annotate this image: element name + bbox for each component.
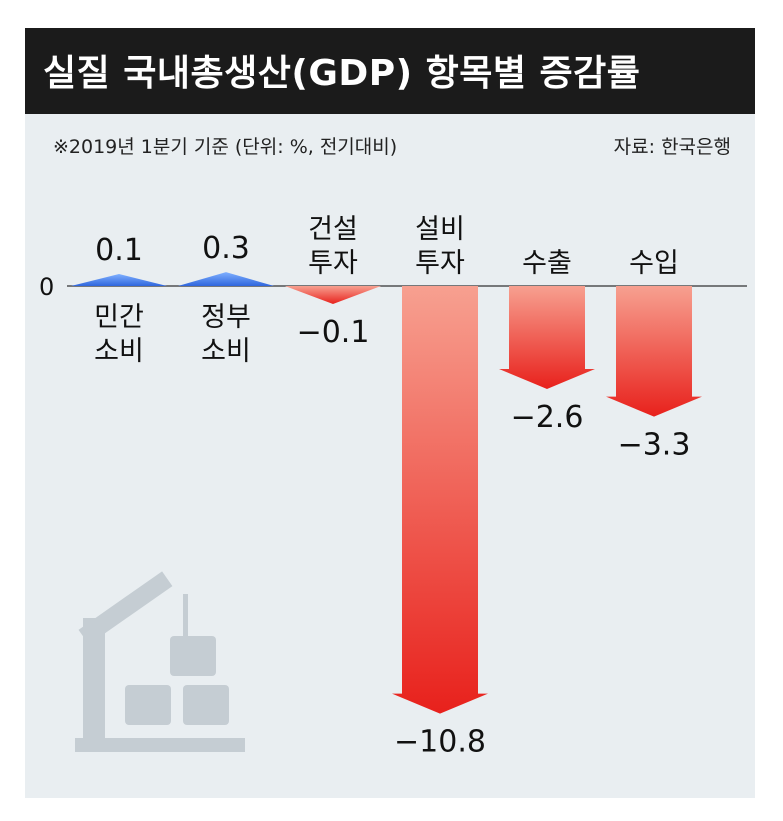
chart-title: 실질 국내총생산(GDP) 항목별 증감률 <box>43 53 641 94</box>
category-label: 투자 <box>308 248 358 279</box>
value-label: 0.3 <box>202 231 250 266</box>
value-label: −10.8 <box>394 725 486 760</box>
bar-down-arrow <box>392 286 488 714</box>
zero-tick-label: 0 <box>39 273 54 301</box>
title-bar: 실질 국내총생산(GDP) 항목별 증감률 <box>25 28 755 114</box>
bar-down-arrow <box>285 286 381 304</box>
category-label: 설비 <box>415 214 465 245</box>
value-label: −0.1 <box>297 315 370 350</box>
category-label: 소비 <box>94 336 144 367</box>
bar-up-arrow <box>71 274 167 286</box>
category-label: 정부 <box>201 302 251 333</box>
category-label: 소비 <box>201 336 251 367</box>
bar-down-arrow <box>606 286 702 417</box>
unit-note: ※2019년 1분기 기준 (단위: %, 전기대비) <box>53 136 398 158</box>
category-label: 건설 <box>308 214 358 245</box>
bar-chart: 00.1민간소비0.3정부소비−0.1건설투자−10.8설비투자−2.6수출−3… <box>39 214 747 760</box>
crane-lifting-boxes-icon <box>75 571 245 752</box>
source-note: 자료: 한국은행 <box>613 136 731 158</box>
value-label: −3.3 <box>618 428 691 463</box>
category-label: 민간 <box>94 302 144 333</box>
value-label: −2.6 <box>511 400 584 435</box>
category-label: 수출 <box>522 248 572 279</box>
category-label: 수입 <box>629 248 679 279</box>
bar-up-arrow <box>178 272 274 286</box>
category-label: 투자 <box>415 248 465 279</box>
chart-card: 실질 국내총생산(GDP) 항목별 증감률 ※2019년 1분기 기준 (단위:… <box>25 28 755 798</box>
value-label: 0.1 <box>95 233 143 268</box>
bar-down-arrow <box>499 286 595 389</box>
